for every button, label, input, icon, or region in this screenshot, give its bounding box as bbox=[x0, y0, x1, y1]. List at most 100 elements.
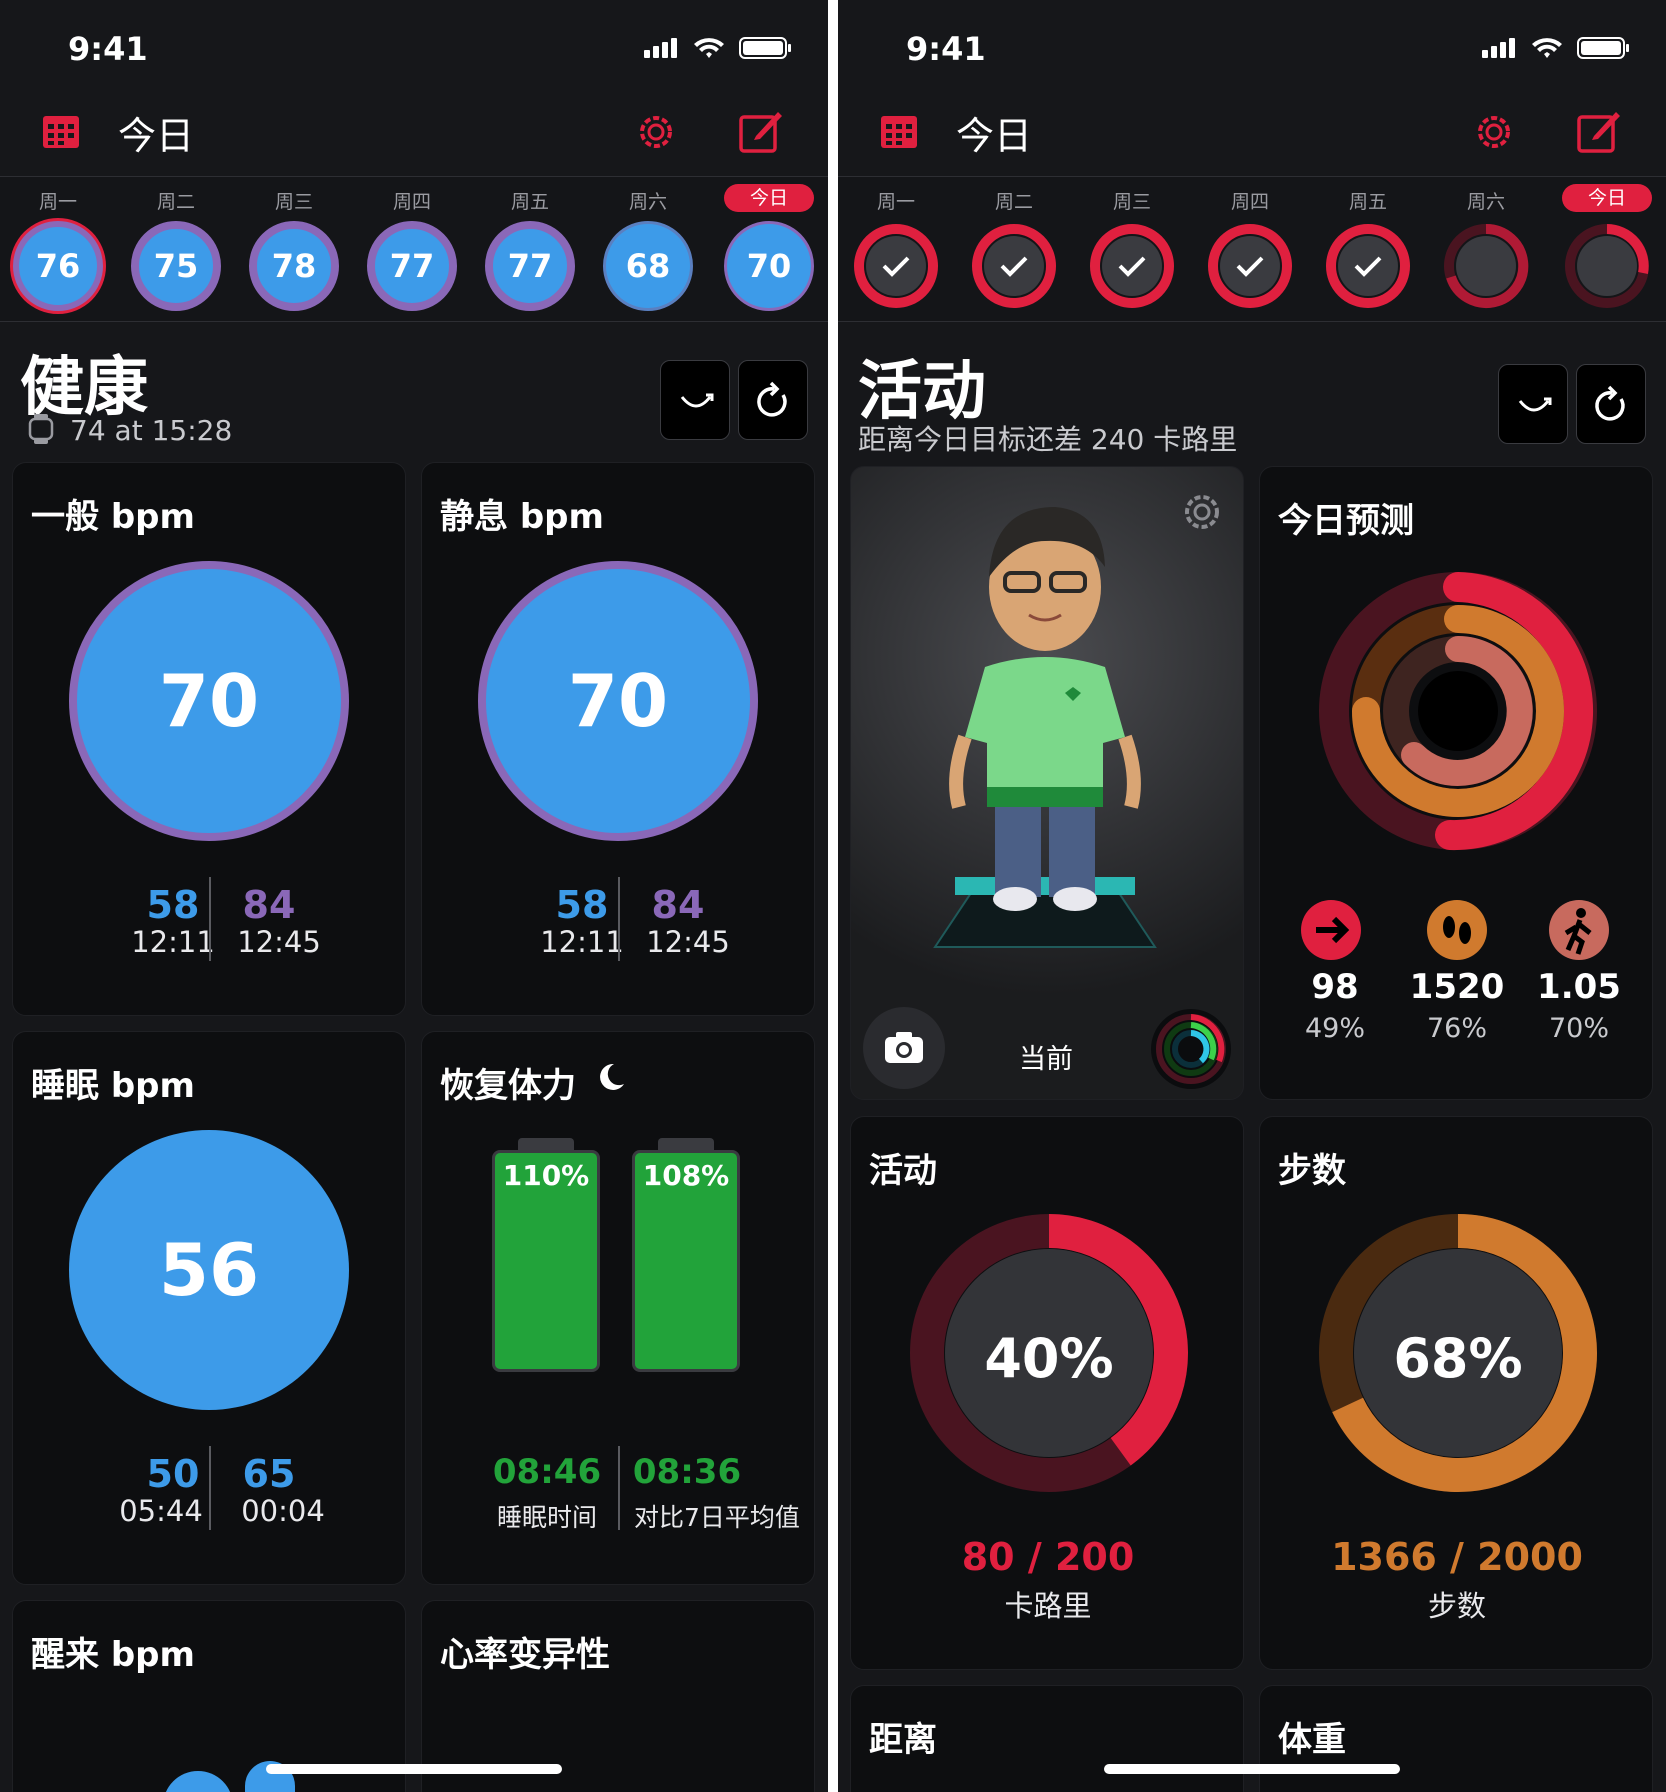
activity-screen: 9:41 今日 周一 周二 周三 周四 周五 周六 今日 bbox=[838, 0, 1666, 1792]
day-circle-tue[interactable]: 75 bbox=[131, 221, 221, 311]
avatar-card[interactable]: 当前 bbox=[850, 466, 1244, 1100]
max-value: 84 bbox=[242, 883, 296, 927]
ring-day-sat[interactable] bbox=[1441, 221, 1531, 311]
status-time: 9:41 bbox=[68, 30, 148, 68]
distance-card[interactable]: 距离 bbox=[850, 1685, 1244, 1792]
max-value: 84 bbox=[651, 883, 705, 927]
refresh-button[interactable] bbox=[738, 360, 808, 440]
battery-sleep-label: 110% bbox=[502, 1159, 590, 1192]
day-circle-today[interactable]: 70 bbox=[724, 221, 814, 311]
day-label-fri: 周五 bbox=[1348, 191, 1387, 213]
check-icon bbox=[1354, 256, 1382, 277]
day-label-mon: 周一 bbox=[876, 191, 915, 213]
day-circle-mon[interactable]: 76 bbox=[13, 221, 103, 311]
steps-card[interactable]: 步数 68% 1366 / 2000 步数 bbox=[1259, 1116, 1653, 1670]
ring-day-mon[interactable] bbox=[851, 221, 941, 311]
avg-time-label: 对比7日平均值 bbox=[634, 1503, 800, 1532]
undo-button[interactable] bbox=[660, 360, 730, 440]
hrv-card[interactable]: 心率变异性 bbox=[421, 1600, 815, 1792]
general-bpm-card[interactable]: 一般 bpm 70 58 12:11 84 12:45 bbox=[12, 462, 406, 1016]
activity-card[interactable]: 活动 40% 80 / 200 卡路里 bbox=[850, 1116, 1244, 1670]
calendar-icon[interactable] bbox=[42, 112, 80, 150]
forecast-calories-value: 98 bbox=[1311, 967, 1359, 1007]
wake-bpm-card[interactable]: 醒来 bpm bbox=[12, 1600, 406, 1792]
day-label-mon: 周一 bbox=[38, 191, 77, 213]
card-title: 心率变异性 bbox=[440, 1635, 610, 1675]
section-title: 活动 bbox=[858, 355, 986, 429]
card-title: 活动 bbox=[869, 1151, 937, 1191]
footprints-icon bbox=[1427, 900, 1487, 960]
refresh-button[interactable] bbox=[1576, 364, 1646, 444]
undo-icon bbox=[1518, 397, 1552, 412]
resting-bpm-circle: 70 bbox=[478, 561, 758, 841]
weight-card[interactable]: 体重 bbox=[1259, 1685, 1653, 1792]
sleep-bpm-card[interactable]: 睡眠 bpm 56 50 05:44 65 00:04 bbox=[12, 1031, 406, 1585]
activity-value: 80 / 200 bbox=[961, 1535, 1135, 1579]
day-label-today: 今日 bbox=[724, 184, 814, 212]
gear-icon[interactable] bbox=[1181, 491, 1223, 533]
avg-time-value: 08:36 bbox=[632, 1452, 742, 1492]
divider bbox=[209, 877, 211, 961]
battery-avg-label: 108% bbox=[642, 1159, 730, 1192]
day-label-wed: 周三 bbox=[1112, 191, 1151, 213]
sleep-bpm-circle: 56 bbox=[69, 1130, 349, 1410]
ring-day-today[interactable] bbox=[1562, 221, 1652, 311]
activity-unit: 卡路里 bbox=[1004, 1589, 1092, 1623]
activity-ring bbox=[910, 1214, 1188, 1492]
recovery-card[interactable]: 恢复体力 110% 108% 08:46 睡眠时间 08:36 对比7日平均值 bbox=[421, 1031, 815, 1585]
undo-button[interactable] bbox=[1498, 364, 1568, 444]
status-icons bbox=[1482, 37, 1629, 59]
avatar-current-label: 当前 bbox=[1019, 1044, 1073, 1075]
settings-gear-icon[interactable] bbox=[1472, 110, 1516, 154]
settings-gear-icon[interactable] bbox=[634, 110, 678, 154]
card-title: 一般 bpm bbox=[31, 497, 195, 537]
day-circle-sat[interactable]: 68 bbox=[603, 221, 693, 311]
day-circle-fri[interactable]: 77 bbox=[485, 221, 575, 311]
battery-cap bbox=[518, 1138, 574, 1152]
day-circle-thu[interactable]: 77 bbox=[367, 221, 457, 311]
battery-sleep: 110% bbox=[492, 1150, 600, 1372]
day-label-fri: 周五 bbox=[510, 191, 549, 213]
week-strip: 周一 周二 周三 周四 周五 周六 今日 bbox=[838, 176, 1666, 322]
ring-day-tue[interactable] bbox=[969, 221, 1059, 311]
divider bbox=[209, 1446, 211, 1530]
edit-icon[interactable] bbox=[1576, 108, 1622, 154]
home-indicator[interactable] bbox=[1104, 1764, 1400, 1774]
walking-icon bbox=[1549, 900, 1609, 960]
battery-cap bbox=[658, 1138, 714, 1152]
edit-icon[interactable] bbox=[738, 108, 784, 154]
steps-percent: 68% bbox=[1393, 1327, 1523, 1390]
home-indicator[interactable] bbox=[266, 1764, 562, 1774]
day-circle-wed[interactable]: 78 bbox=[249, 221, 339, 311]
refresh-icon bbox=[757, 381, 787, 417]
day-label-thu: 周四 bbox=[392, 191, 431, 213]
status-icons bbox=[644, 37, 791, 59]
check-icon bbox=[882, 256, 910, 277]
card-title: 恢复体力 bbox=[440, 1066, 576, 1106]
resting-bpm-card[interactable]: 静息 bpm 70 58 12:11 84 12:45 bbox=[421, 462, 815, 1016]
forecast-distance-value: 1.05 bbox=[1537, 967, 1621, 1007]
max-time: 00:04 bbox=[241, 1494, 325, 1528]
day-label-today: 今日 bbox=[1562, 184, 1652, 212]
ring-day-fri[interactable] bbox=[1323, 221, 1413, 311]
forecast-card[interactable]: 今日预测 98 49% 1520 76% 1.05 70% bbox=[1259, 466, 1653, 1100]
max-time: 12:45 bbox=[646, 925, 730, 959]
calendar-icon[interactable] bbox=[880, 112, 918, 150]
min-time: 05:44 bbox=[119, 1494, 203, 1528]
check-icon bbox=[1118, 256, 1146, 277]
forecast-steps-pct: 76% bbox=[1426, 1013, 1487, 1044]
min-time: 12:11 bbox=[540, 925, 624, 959]
ring-day-thu[interactable] bbox=[1205, 221, 1295, 311]
ring-day-wed[interactable] bbox=[1087, 221, 1177, 311]
min-time: 12:11 bbox=[131, 925, 215, 959]
day-label-sat: 周六 bbox=[628, 191, 667, 213]
sleep-time-label: 睡眠时间 bbox=[496, 1503, 597, 1532]
divider bbox=[618, 1446, 620, 1530]
day-label-wed: 周三 bbox=[274, 191, 313, 213]
battery-avg: 108% bbox=[632, 1150, 740, 1372]
day-label-tue: 周二 bbox=[156, 191, 195, 213]
camera-button[interactable] bbox=[863, 1007, 945, 1089]
activity-rings-icon[interactable] bbox=[1149, 1007, 1233, 1091]
section-title: 健康 bbox=[20, 351, 148, 425]
avatar-figure bbox=[933, 507, 1157, 948]
